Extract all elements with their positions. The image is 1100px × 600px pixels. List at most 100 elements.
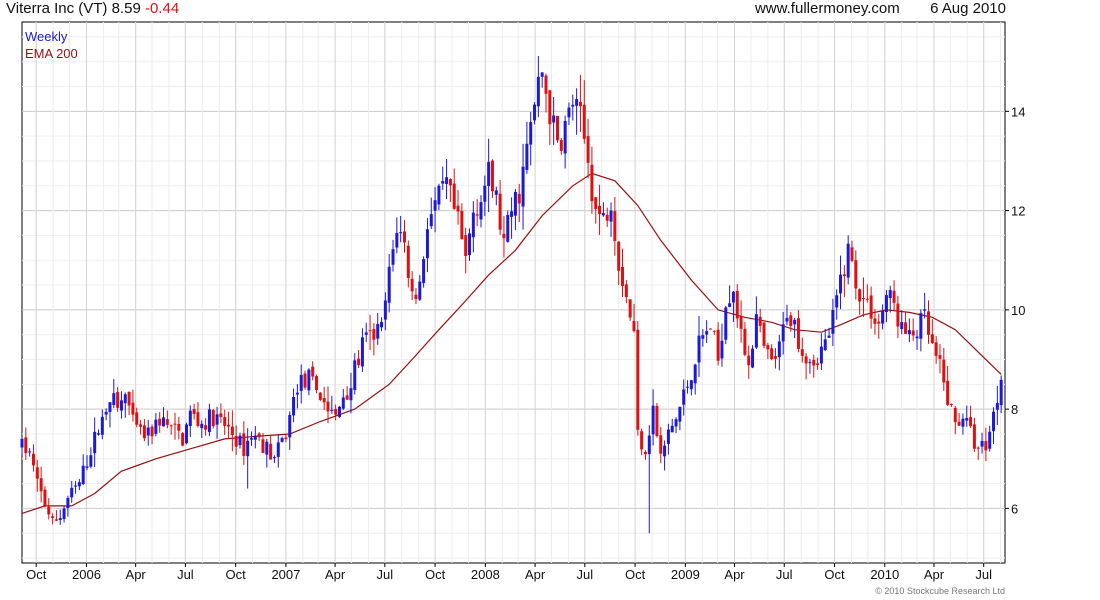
- legend-ema-200: EMA 200: [25, 46, 78, 61]
- candle-body: [881, 310, 885, 324]
- candle-body: [613, 211, 617, 241]
- candle-body: [483, 185, 487, 202]
- candle-body: [823, 339, 827, 351]
- candle-body: [448, 179, 452, 186]
- candle-body: [269, 443, 273, 460]
- candle-body: [674, 419, 678, 427]
- candle-body: [927, 311, 931, 335]
- candle-body: [89, 455, 93, 467]
- ema-200-line: [21, 172, 1002, 514]
- candle-body: [995, 402, 999, 410]
- candle-body: [548, 90, 552, 125]
- candle-body: [380, 321, 384, 328]
- candle-body: [211, 410, 215, 427]
- candle-body: [892, 290, 896, 303]
- candle-body: [238, 435, 242, 446]
- candle-body: [590, 164, 594, 202]
- candle-body: [804, 356, 808, 364]
- candle-body: [907, 330, 911, 335]
- candle-body: [708, 328, 712, 330]
- candle-body: [751, 348, 755, 368]
- candle-body: [972, 424, 976, 449]
- y-tick-label: 8: [1011, 402, 1018, 417]
- candle-body: [502, 233, 506, 239]
- candle-body: [139, 424, 143, 427]
- candle-body: [697, 335, 701, 363]
- source-site: www.fullermoney.com: [754, 0, 900, 17]
- candle-body: [705, 331, 709, 335]
- y-tick-label: 12: [1011, 204, 1025, 219]
- candle-body: [219, 413, 223, 418]
- x-tick-label: Oct: [226, 567, 247, 582]
- candle-body: [246, 440, 250, 457]
- candle-body: [315, 376, 319, 390]
- candle-body: [43, 489, 47, 506]
- candle-body: [337, 406, 341, 417]
- candle-body: [311, 366, 315, 377]
- x-tick-label: Apr: [724, 567, 745, 582]
- chart-title: Viterra Inc (VT) 8.59 -0.44: [6, 0, 179, 22]
- candle-body: [460, 210, 464, 240]
- x-tick-label: Oct: [625, 567, 646, 582]
- candle-body: [651, 405, 655, 435]
- candle-body: [119, 400, 123, 411]
- candle-body: [900, 322, 904, 330]
- candle-body: [20, 438, 24, 448]
- x-tick-label: Apr: [525, 567, 546, 582]
- candle-body: [961, 418, 965, 427]
- candle-body: [529, 122, 533, 145]
- candle-body: [582, 104, 586, 139]
- x-tick-label: 2007: [271, 567, 300, 582]
- y-tick-label: 10: [1011, 303, 1025, 318]
- candle-body: [636, 329, 640, 430]
- candle-body: [257, 433, 261, 438]
- candle-body: [846, 243, 850, 278]
- candle-body: [234, 435, 238, 447]
- candle-body: [800, 349, 804, 356]
- candle-body: [988, 431, 992, 449]
- candle-body: [743, 328, 747, 355]
- candle-body: [58, 518, 62, 520]
- x-tick-label: Oct: [26, 567, 47, 582]
- candle-body: [364, 332, 368, 335]
- x-tick-label: 2009: [671, 567, 700, 582]
- candle-body: [391, 249, 395, 265]
- ema-200-path: [21, 172, 1002, 514]
- candle-body: [915, 336, 919, 339]
- candle-body: [682, 389, 686, 405]
- candle-body: [196, 412, 200, 426]
- candle-body: [433, 200, 437, 211]
- candle-body: [747, 355, 751, 366]
- candle-body: [586, 136, 590, 163]
- candle-body: [601, 213, 605, 216]
- candle-body: [280, 437, 284, 442]
- candle-body: [609, 210, 613, 222]
- candle-body: [406, 245, 410, 278]
- candle-body: [647, 435, 651, 455]
- candle-body: [418, 281, 422, 300]
- x-tick-label: Oct: [425, 567, 446, 582]
- candle-body: [888, 290, 892, 298]
- candle-body: [808, 362, 812, 364]
- candle-body: [728, 303, 732, 307]
- candle-body: [383, 300, 387, 320]
- candle-body: [276, 442, 280, 457]
- candle-body: [904, 322, 908, 334]
- x-tick-label: Jul: [377, 567, 394, 582]
- candle-body: [31, 453, 35, 466]
- candle-body: [475, 214, 479, 216]
- candle-body: [437, 185, 441, 205]
- candle-body: [188, 410, 192, 426]
- candle-body: [861, 298, 865, 300]
- x-tick-label: Jul: [975, 567, 992, 582]
- candle-body: [946, 380, 950, 405]
- legend: Weekly EMA 200: [25, 29, 78, 61]
- candle-body: [357, 358, 361, 366]
- candle-body: [372, 328, 376, 340]
- candle-body: [77, 482, 81, 487]
- candle-body: [628, 299, 632, 318]
- candle-body: [934, 342, 938, 356]
- candle-body: [100, 416, 104, 435]
- candle-body: [326, 401, 330, 412]
